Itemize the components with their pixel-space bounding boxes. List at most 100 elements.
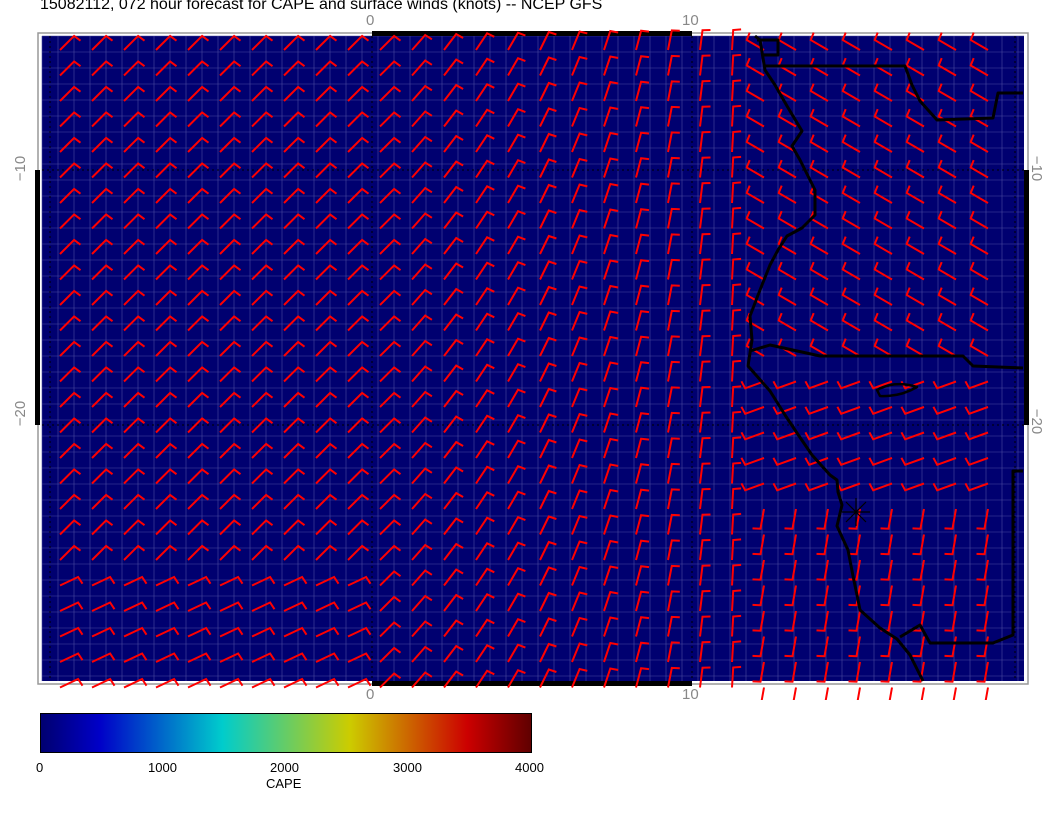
wind-barb: [475, 389, 495, 408]
wind-barb: [411, 59, 433, 77]
wind-barb: [251, 238, 274, 255]
wind-barb: [123, 111, 146, 128]
wind-barb: [219, 34, 242, 51]
wind-barb: [699, 233, 711, 255]
wind-barb: [187, 213, 210, 230]
wind-barb: [283, 493, 306, 510]
wind-barb: [932, 406, 957, 416]
bottom-tick-10: 10: [682, 686, 699, 703]
wind-barb: [251, 111, 274, 128]
wind-barb: [91, 340, 114, 357]
wind-barb: [603, 514, 619, 535]
wind-barb: [841, 287, 861, 306]
wind-barb: [571, 489, 588, 510]
wind-barb: [347, 677, 372, 689]
wind-barb: [937, 32, 957, 51]
wind-barb: [155, 366, 178, 383]
wind-barb: [91, 213, 114, 230]
wind-barb: [699, 29, 711, 51]
wind-barb: [932, 482, 957, 492]
wind-barb: [699, 386, 711, 408]
wind-barb: [752, 661, 765, 683]
wind-barb: [873, 210, 893, 230]
wind-barb: [731, 410, 742, 433]
wind-barb: [475, 83, 495, 102]
colorbar-tick-2000: 2000: [270, 760, 299, 775]
coastlines: [746, 34, 1024, 682]
wind-barb: [731, 257, 742, 280]
wind-barb: [347, 493, 370, 510]
wind-barb: [443, 517, 464, 536]
wind-barb: [411, 365, 433, 383]
wind-barb: [603, 80, 619, 102]
wind-barb: [912, 508, 925, 530]
wind-barb: [777, 312, 797, 332]
wind-barb: [603, 131, 619, 153]
wind-barb: [969, 338, 989, 357]
wind-barb: [251, 162, 274, 179]
wind-barb: [873, 32, 893, 51]
wind-barb: [411, 645, 433, 663]
wind-barb: [699, 590, 711, 612]
colorbar-label: CAPE: [266, 776, 302, 791]
wind-barb: [603, 208, 619, 229]
wind-barb: [667, 207, 680, 229]
wind-barb: [59, 85, 82, 102]
wind-barb: [283, 417, 306, 434]
wind-barb: [539, 234, 557, 255]
wind-barb: [443, 211, 464, 230]
wind-barb: [539, 413, 557, 433]
wind-barb: [379, 493, 402, 510]
wind-barb: [900, 431, 925, 441]
wind-barb: [475, 593, 495, 612]
wind-barb: [603, 386, 619, 408]
top-tick-0: 0: [366, 12, 375, 29]
wind-barb: [699, 564, 711, 586]
wind-barb: [219, 136, 242, 153]
wind-barb: [507, 184, 526, 204]
wind-barb: [731, 232, 742, 255]
wind-barb: [635, 310, 650, 331]
wind-barb: [932, 431, 957, 441]
wind-barb: [187, 340, 210, 357]
wind-barb: [912, 559, 925, 581]
wind-barb: [507, 490, 526, 510]
left-tick-m10: −10: [12, 155, 30, 182]
wind-barb: [539, 285, 557, 306]
wind-barb: [347, 34, 370, 51]
wind-barb: [443, 287, 464, 306]
wind-barb: [475, 134, 495, 153]
wind-barb: [187, 601, 212, 612]
wind-barb: [123, 493, 146, 510]
wind-barb: [809, 287, 829, 306]
wind-barb: [155, 519, 178, 536]
wind-barb: [443, 619, 464, 638]
wind-barb: [315, 85, 338, 102]
wind-barb: [873, 185, 893, 204]
wind-barb: [411, 263, 433, 281]
wind-barb: [251, 601, 276, 612]
wind-barb: [347, 315, 370, 332]
wind-barb: [777, 210, 797, 230]
wind-barb: [667, 564, 680, 586]
wind-barb: [731, 563, 742, 586]
wind-barb: [123, 60, 146, 77]
wind-barb: [379, 595, 402, 612]
wind-barb: [219, 601, 244, 612]
wind-barb: [155, 289, 178, 306]
wind-barb: [745, 236, 765, 255]
wind-barb: [219, 162, 242, 179]
wind-barb: [937, 83, 957, 102]
wind-barb: [571, 259, 588, 280]
wind-barb: [964, 457, 989, 467]
wind-barb: [123, 601, 148, 612]
wind-barb: [836, 457, 861, 467]
wind-barb: [964, 482, 989, 492]
wind-barb: [91, 289, 114, 306]
wind-barb: [731, 53, 742, 76]
wind-barb: [91, 366, 114, 383]
wind-barb: [59, 677, 84, 689]
wind-barb: [603, 463, 619, 484]
wind-barb: [976, 661, 989, 683]
wind-barb: [539, 642, 557, 663]
